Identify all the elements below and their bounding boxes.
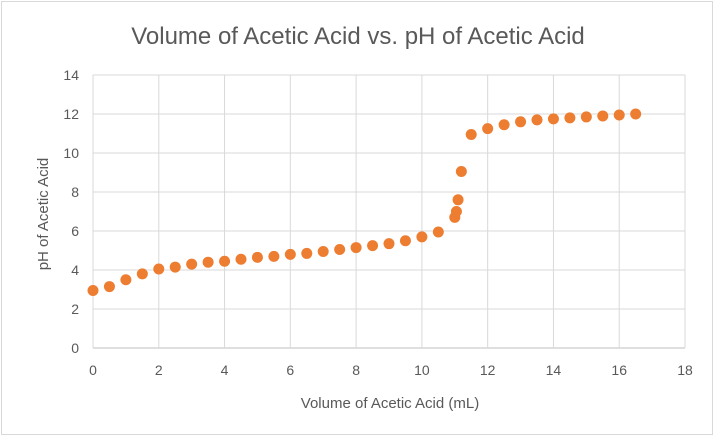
data-point: [630, 108, 642, 120]
x-tick-label: 2: [155, 362, 163, 378]
data-point: [482, 123, 494, 135]
data-point: [334, 244, 346, 256]
x-axis-title: Volume of Acetic Acid (mL): [301, 395, 479, 412]
y-tick-label: 12: [63, 106, 79, 122]
data-point: [432, 226, 444, 238]
data-point: [120, 274, 132, 286]
data-series: [87, 108, 642, 296]
y-tick-label: 2: [71, 301, 79, 317]
data-point: [136, 268, 148, 280]
data-point: [367, 240, 379, 252]
chart-title: Volume of Acetic Acid vs. pH of Acetic A…: [131, 23, 585, 50]
y-axis-title: pH of Acetic Acid: [35, 158, 52, 271]
data-point: [235, 253, 247, 265]
y-tick-label: 10: [63, 145, 79, 161]
data-point: [284, 248, 296, 260]
x-axis-ticks: 0 2 4 6 8 10 12 14 16 18: [89, 362, 693, 378]
data-point: [450, 206, 462, 217]
x-tick-label: 0: [89, 362, 97, 378]
data-point: [399, 235, 411, 247]
data-point: [498, 119, 510, 131]
x-tick-label: 10: [414, 362, 430, 378]
x-tick-label: 14: [546, 362, 562, 378]
data-point: [317, 245, 329, 257]
data-point: [301, 247, 313, 259]
x-tick-label: 18: [677, 362, 693, 378]
y-axis-ticks: 0 2 4 6 8 10 12 14: [63, 67, 79, 356]
x-tick-label: 4: [221, 362, 229, 378]
y-tick-label: 6: [71, 223, 79, 239]
data-point: [597, 110, 609, 122]
y-tick-label: 0: [71, 340, 79, 356]
data-point: [350, 242, 362, 254]
data-point: [465, 128, 477, 140]
data-point: [515, 116, 527, 128]
y-tick-label: 4: [71, 262, 79, 278]
y-tick-label: 14: [63, 67, 79, 83]
data-point: [564, 112, 576, 124]
data-point: [87, 284, 99, 296]
data-point: [202, 256, 214, 268]
data-point: [547, 113, 559, 125]
data-point: [531, 114, 543, 126]
data-point: [268, 250, 280, 262]
data-point: [580, 111, 592, 123]
data-point: [186, 258, 198, 270]
data-point: [452, 194, 464, 206]
data-point: [455, 166, 467, 178]
data-point: [169, 261, 181, 273]
data-point: [103, 281, 115, 293]
y-tick-label: 8: [71, 184, 79, 200]
data-point: [613, 109, 625, 121]
data-point: [153, 263, 165, 275]
x-tick-label: 6: [286, 362, 294, 378]
data-point: [251, 251, 263, 263]
x-tick-label: 16: [611, 362, 627, 378]
gridlines: [92, 74, 686, 349]
x-tick-label: 12: [480, 362, 496, 378]
data-point: [219, 255, 231, 267]
x-tick-label: 8: [352, 362, 360, 378]
data-point: [383, 238, 395, 250]
data-point: [416, 231, 428, 243]
